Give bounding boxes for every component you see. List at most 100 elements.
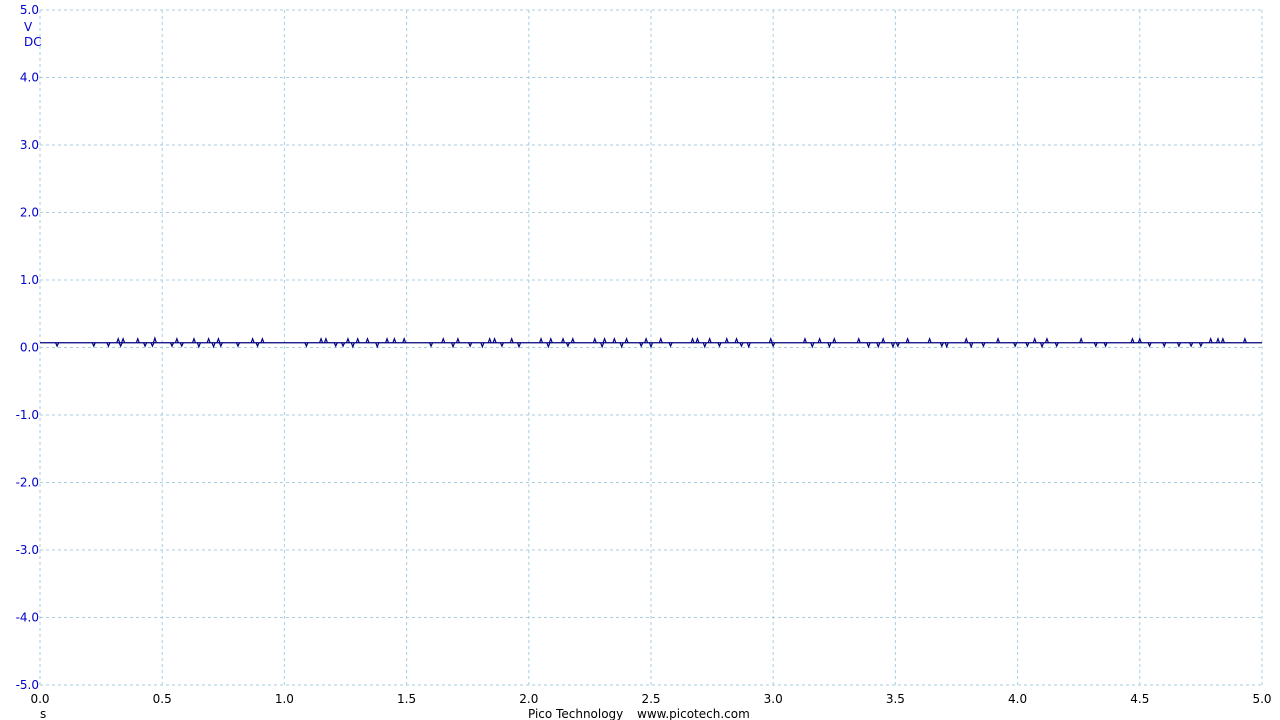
trace-spike bbox=[1025, 342, 1030, 348]
y-tick-label: 4.0 bbox=[20, 71, 39, 85]
trace-spike bbox=[560, 336, 566, 343]
y-tick-label: -5.0 bbox=[16, 678, 39, 692]
trace-spike bbox=[802, 336, 808, 343]
trace-spike bbox=[150, 342, 155, 348]
trace-spike bbox=[827, 342, 832, 349]
trace-spike bbox=[1093, 342, 1098, 348]
trace-spike bbox=[832, 336, 837, 343]
trace-spike bbox=[179, 342, 184, 348]
trace-spike bbox=[734, 336, 739, 343]
trace-spike bbox=[619, 342, 624, 349]
trace-spike bbox=[624, 336, 629, 343]
y-tick-label: -3.0 bbox=[16, 543, 39, 557]
trace-spike bbox=[856, 336, 861, 343]
trace-spike bbox=[250, 336, 255, 343]
trace-spike bbox=[1215, 336, 1221, 343]
trace-spike bbox=[106, 342, 111, 348]
y-tick-label: 1.0 bbox=[20, 273, 39, 287]
trace-spike bbox=[724, 336, 729, 343]
y-axis: 5.0 4.0 3.0 2.0 1.0 0.0 -1.0 -2.0 -3.0 -4.0 -5.0 bbox=[16, 3, 39, 692]
trace-spike bbox=[441, 336, 446, 343]
trace-spike bbox=[695, 336, 700, 343]
trace-spike bbox=[499, 342, 504, 348]
trace-spike bbox=[548, 336, 553, 343]
trace-spike bbox=[739, 342, 744, 348]
y-tick-label: 0.0 bbox=[20, 341, 39, 355]
trace-spike bbox=[717, 342, 722, 348]
trace-spike bbox=[895, 342, 900, 348]
trace-spike bbox=[969, 342, 974, 349]
x-tick-label: 1.5 bbox=[397, 692, 416, 706]
trace-spike bbox=[768, 336, 773, 343]
trace-spike bbox=[169, 342, 175, 348]
trace-spike bbox=[118, 342, 123, 348]
trace-spike bbox=[345, 336, 351, 343]
x-axis-unit-label: s bbox=[40, 707, 46, 720]
x-tick-label: 3.0 bbox=[764, 692, 783, 706]
trace-spike bbox=[810, 342, 815, 349]
trace-spike bbox=[690, 336, 695, 343]
trace-spike bbox=[1189, 342, 1194, 348]
trace-spike bbox=[658, 336, 663, 343]
trace-spike bbox=[384, 336, 390, 343]
x-axis: 0.0 0.5 1.0 1.5 2.0 2.5 3.0 3.5 4.0 4.5 5.0 bbox=[30, 692, 1271, 706]
trace-spike bbox=[866, 342, 871, 349]
trace-spike bbox=[1103, 342, 1108, 348]
y-tick-label: 5.0 bbox=[20, 3, 39, 17]
trace-spike bbox=[771, 342, 776, 348]
trace-spike bbox=[191, 336, 197, 343]
trace-spike bbox=[91, 342, 96, 348]
trace-spike bbox=[707, 336, 712, 343]
y-tick-label: 2.0 bbox=[20, 206, 39, 220]
trace-spike bbox=[939, 342, 944, 348]
trace-spike bbox=[428, 342, 434, 348]
trace-spike bbox=[402, 336, 407, 343]
x-tick-label: 5.0 bbox=[1252, 692, 1271, 706]
trace-spike bbox=[174, 336, 179, 343]
x-tick-label: 4.0 bbox=[1008, 692, 1027, 706]
trace-spike bbox=[375, 342, 380, 349]
trace-spike bbox=[644, 336, 649, 343]
trace-spike bbox=[995, 336, 1001, 343]
trace-spike bbox=[876, 342, 881, 349]
trace-spike bbox=[480, 342, 485, 349]
trace-spike bbox=[1013, 342, 1018, 348]
trace-spike bbox=[668, 342, 673, 348]
trace-spike bbox=[318, 336, 324, 343]
trace-spike bbox=[350, 342, 355, 349]
trace-spike bbox=[196, 342, 201, 349]
trace-spike bbox=[516, 342, 522, 349]
x-tick-label: 1.0 bbox=[275, 692, 294, 706]
x-tick-label: 2.0 bbox=[519, 692, 538, 706]
trace-spike bbox=[392, 336, 397, 343]
trace-spike bbox=[55, 342, 60, 348]
trace-spike bbox=[365, 336, 370, 343]
trace-spike bbox=[592, 336, 597, 343]
trace-spike bbox=[1039, 342, 1045, 349]
trace-spike bbox=[304, 342, 309, 348]
trace-spike bbox=[817, 336, 822, 343]
trace-spike bbox=[492, 336, 497, 343]
trace-spike bbox=[1176, 342, 1181, 348]
trace-spike bbox=[1044, 336, 1049, 343]
trace-spike bbox=[702, 342, 707, 349]
trace-spike bbox=[1162, 342, 1167, 348]
trace-spike bbox=[981, 342, 986, 348]
trace-spike bbox=[1242, 336, 1247, 343]
trace-spike bbox=[121, 336, 126, 343]
trace-spike bbox=[648, 342, 654, 349]
y-axis-coupling-label: DC bbox=[24, 35, 42, 49]
trace-spike bbox=[1130, 336, 1135, 343]
trace-spike bbox=[487, 336, 492, 343]
trace-spike bbox=[255, 342, 260, 348]
x-tick-label: 0.5 bbox=[153, 692, 172, 706]
trace-spike bbox=[612, 336, 617, 343]
trace-spike bbox=[565, 342, 570, 348]
trace-spike bbox=[206, 336, 211, 343]
footer-url: www.picotech.com bbox=[637, 707, 750, 720]
trace-spike bbox=[333, 342, 338, 348]
y-tick-label: -1.0 bbox=[16, 408, 39, 422]
trace-spike bbox=[881, 336, 886, 343]
trace-spike bbox=[450, 342, 456, 349]
